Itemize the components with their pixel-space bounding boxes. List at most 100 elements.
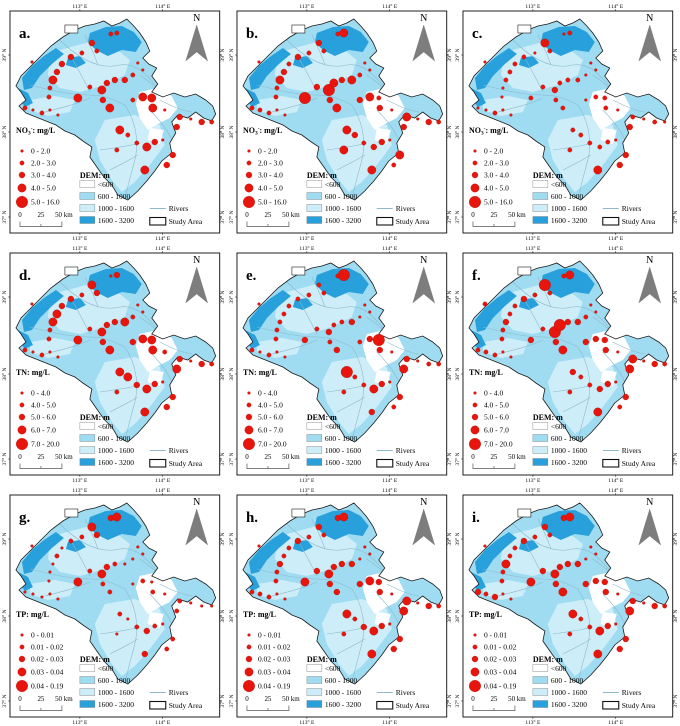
sample-point	[47, 579, 51, 583]
sample-point	[257, 302, 261, 306]
sample-point	[115, 367, 125, 377]
param-legend-symbol	[17, 425, 27, 435]
sample-point	[500, 569, 506, 575]
scalebar	[472, 221, 516, 227]
study-area-legend-symbol	[602, 700, 620, 710]
sample-point	[539, 279, 552, 291]
sample-point	[258, 350, 262, 354]
axis-label-left: 37° N	[228, 694, 235, 707]
map-panel-e: 113° E 114° E 113° E 114° E 39° N 38° N 37° N 3…	[227, 242, 454, 484]
axis-label-right: 39° N	[446, 290, 453, 303]
sample-point	[161, 380, 165, 384]
sample-point	[558, 587, 568, 597]
river-line	[59, 523, 165, 580]
param-legend-label: 0 - 0.01	[31, 630, 54, 639]
sample-point	[298, 92, 311, 104]
sample-point	[209, 119, 215, 125]
sample-point	[333, 588, 340, 596]
study-area-legend-symbol	[602, 458, 620, 468]
river-line	[59, 281, 165, 338]
sample-point	[113, 271, 120, 279]
sample-point	[333, 346, 340, 354]
sample-point	[266, 352, 271, 358]
river-line	[109, 638, 138, 655]
scalebar-label: 0	[245, 695, 249, 703]
sample-point	[30, 60, 34, 64]
sample-point	[273, 94, 278, 100]
rivers-legend-label: Rivers	[395, 446, 415, 455]
rivers-legend-label: Rivers	[622, 204, 642, 213]
north-arrow-icon	[638, 508, 662, 546]
study-area-legend-label: Study Area	[395, 217, 429, 226]
sample-point	[151, 380, 158, 388]
sample-point	[578, 616, 584, 622]
axis-label-right: 38° N	[673, 367, 680, 380]
sample-point	[601, 578, 609, 586]
sample-point	[134, 140, 140, 146]
sample-point	[507, 311, 513, 317]
sample-point	[512, 545, 518, 551]
dem-high-elevation	[21, 532, 64, 574]
sample-point	[582, 580, 590, 588]
sample-point	[500, 327, 506, 333]
param-legend-label: 5.0 - 16.0	[258, 197, 287, 206]
north-label: N	[420, 497, 427, 508]
sample-point	[561, 273, 567, 279]
param-legend-label: 6.0 - 7.0	[31, 425, 56, 434]
sample-point	[499, 336, 505, 342]
param-legend-symbol	[18, 171, 26, 179]
sample-point	[130, 72, 136, 78]
rivers-legend-label: Rivers	[169, 688, 189, 697]
sample-point	[142, 142, 152, 152]
north-label: N	[646, 255, 653, 266]
sample-point	[575, 560, 582, 568]
sample-point	[614, 622, 618, 626]
sample-point	[93, 531, 100, 539]
param-legend-symbol	[17, 667, 27, 677]
dem-legend-label: <600	[551, 664, 567, 673]
sample-point	[476, 106, 480, 110]
sample-point	[47, 85, 53, 91]
sample-point	[107, 589, 113, 595]
param-legend-symbol	[19, 402, 25, 408]
sample-point	[662, 361, 668, 367]
scalebar-label: 50 km	[55, 211, 73, 219]
axis-label-left: 38° N	[1, 125, 8, 138]
sample-point	[362, 61, 367, 65]
rivers-legend-label: Rivers	[395, 204, 415, 213]
dem-legend-swatch	[533, 458, 549, 466]
sample-point	[331, 322, 336, 328]
param-legend-title: NO3-: mg/L	[16, 126, 55, 137]
sample-point	[294, 53, 301, 61]
sample-point	[557, 563, 564, 571]
sample-point	[209, 361, 215, 367]
dem-high-elevation	[541, 26, 596, 56]
sample-point	[46, 94, 52, 100]
sample-point	[338, 76, 345, 84]
sample-point	[105, 103, 115, 113]
axis-label-bottom: 114° E	[382, 235, 398, 242]
sample-point	[500, 95, 504, 99]
sample-point	[120, 317, 130, 327]
river-line	[286, 281, 392, 338]
axis-label-left: 38° N	[228, 125, 235, 138]
panel-letter: f.	[472, 268, 481, 284]
study-area-legend-label: Study Area	[622, 701, 656, 710]
scalebar	[246, 705, 289, 711]
sample-point	[79, 534, 85, 540]
scalebar-label: 0	[18, 453, 22, 461]
sample-point	[526, 577, 536, 587]
sample-point	[99, 96, 106, 104]
sample-point	[622, 151, 630, 159]
sample-point	[651, 602, 659, 610]
dem-legend-swatch	[306, 192, 322, 200]
dem-high-elevation	[475, 290, 518, 332]
dem-legend-swatch	[306, 700, 322, 708]
study-area-legend-symbol	[149, 700, 167, 710]
param-legend-label: 5.0 - 6.0	[31, 412, 56, 421]
river-line	[577, 588, 591, 681]
boundary-notch	[517, 508, 532, 518]
sample-point	[352, 616, 357, 622]
river-line	[286, 523, 392, 580]
sample-point	[565, 270, 575, 280]
